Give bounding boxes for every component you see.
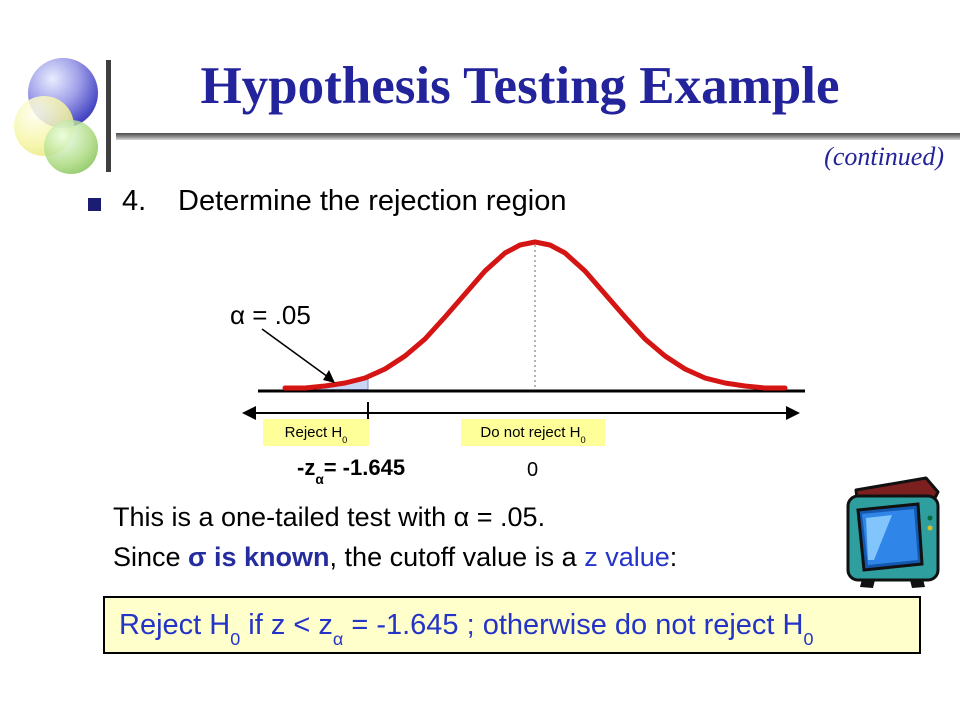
normal-distribution-figure bbox=[242, 239, 805, 424]
rule-sub-3: 0 bbox=[803, 628, 814, 649]
keep-region-sub: 0 bbox=[580, 435, 586, 446]
line2-text-start: Since bbox=[113, 542, 189, 572]
continued-label: (continued) bbox=[824, 142, 944, 171]
z-value-emphasis: z value bbox=[584, 542, 670, 572]
title-divider-bar bbox=[116, 133, 960, 140]
line2-text-mid: , the cutoff value is a bbox=[329, 542, 585, 572]
alpha-pointer-line bbox=[261, 328, 329, 378]
alpha-value: = .05 bbox=[245, 300, 311, 330]
explanation-line-1: This is a one-tailed test with α = .05. bbox=[113, 502, 545, 533]
line1-text: This is a one-tailed test with bbox=[113, 502, 454, 532]
rule-text-1: Reject H bbox=[119, 608, 231, 641]
left-arrowhead bbox=[242, 406, 256, 420]
line1-value: = .05. bbox=[469, 502, 546, 532]
line2-text-end: : bbox=[669, 542, 678, 572]
bullet-number: 4. bbox=[122, 185, 147, 217]
bullet-marker bbox=[88, 198, 101, 211]
bell-curve bbox=[282, 239, 788, 391]
reject-region-sub: 0 bbox=[342, 435, 348, 446]
tv-clipart-icon bbox=[846, 476, 940, 588]
bullet-text: Determine the rejection region bbox=[178, 185, 567, 217]
do-not-reject-region-label: Do not reject H0 bbox=[461, 419, 605, 446]
rule-sub-2: α bbox=[332, 628, 344, 649]
cutoff-number: = -1.645 bbox=[323, 455, 406, 480]
explanation-line-2: Since σ is known, the cutoff value is a … bbox=[113, 542, 677, 573]
alpha-pointer-arrowhead bbox=[323, 370, 335, 383]
keep-region-text: Do not reject H bbox=[480, 424, 581, 441]
cutoff-prefix: -z bbox=[297, 455, 316, 480]
zero-tick-label: 0 bbox=[527, 459, 539, 481]
reject-region-text: Reject H bbox=[284, 424, 343, 441]
decorative-circle-green bbox=[44, 120, 98, 174]
rule-text-2: if z < z bbox=[240, 608, 333, 641]
reject-region-label: Reject H0 bbox=[263, 419, 369, 446]
right-arrowhead bbox=[786, 406, 800, 420]
decision-rule-box: Reject H0 if z < zα = -1.645 ; otherwise… bbox=[103, 596, 921, 654]
cutoff-value-label: -zα= -1.645 bbox=[297, 455, 406, 486]
alpha-symbol: α bbox=[230, 300, 246, 330]
page-title: Hypothesis Testing Example bbox=[200, 57, 840, 115]
vertical-accent-line bbox=[106, 60, 111, 172]
line1-alpha-symbol: α bbox=[453, 502, 470, 532]
cutoff-sub: α bbox=[315, 471, 324, 487]
rule-text-3: = -1.645 ; otherwise do not reject H bbox=[343, 608, 804, 641]
rule-sub-1: 0 bbox=[230, 628, 241, 649]
sigma-known-emphasis: σ is known bbox=[188, 542, 330, 572]
alpha-level-label: α = .05 bbox=[230, 300, 311, 331]
